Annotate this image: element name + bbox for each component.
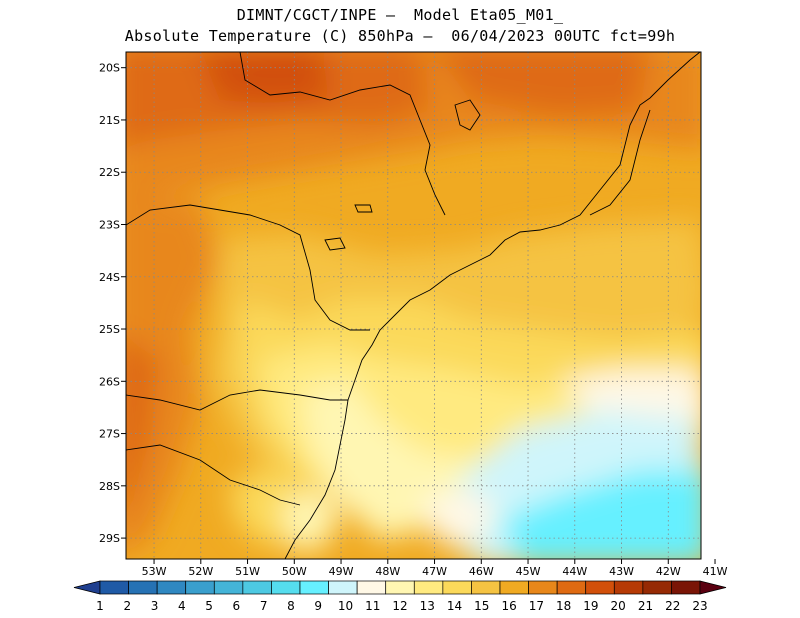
colorbar-label: 23 [692, 599, 707, 613]
lon-tick-label: 51W [235, 565, 260, 578]
lon-tick-label: 48W [375, 565, 400, 578]
colorbar-label: 12 [392, 599, 407, 613]
colorbar-box [156, 580, 187, 595]
colorbar-label: 10 [338, 599, 353, 613]
colorbar-label: 19 [583, 599, 598, 613]
colorbar-box [471, 580, 501, 595]
colorbar-label: 16 [501, 599, 516, 613]
lon-tick-label: 45W [516, 565, 541, 578]
colorbar-label: 11 [365, 599, 380, 613]
lat-tick-label: 25S [99, 323, 120, 336]
map-frame [125, 51, 702, 560]
colorbar-box [385, 580, 415, 595]
lon-tick-label: 41W [703, 565, 728, 578]
latitude-axis: 20S 21S 22S 23S 24S 25S 26S 27S 28S 29S [99, 62, 126, 545]
colorbar-box [99, 580, 129, 595]
colorbar-box [128, 580, 158, 595]
lat-tick-label: 27S [99, 428, 120, 441]
colorbar-arrow-right [699, 580, 727, 595]
colorbar-box [413, 580, 444, 595]
colorbar-label: 9 [314, 599, 322, 613]
colorbar-label: 5 [205, 599, 213, 613]
colorbar-box [499, 580, 529, 595]
lon-tick-label: 52W [188, 565, 213, 578]
longitude-axis: 53W 52W 51W 50W 49W 48W 47W 46W 45W 44W 43W 42W 41W [142, 559, 728, 578]
lat-tick-label: 24S [99, 271, 120, 284]
colorbar-label: 3 [151, 599, 159, 613]
colorbar-label: 2 [123, 599, 131, 613]
colorbar-box [528, 580, 558, 595]
lon-tick-label: 46W [469, 565, 494, 578]
lat-tick-label: 20S [99, 62, 120, 75]
colorbar-box [299, 580, 329, 595]
colorbar-label: 22 [665, 599, 680, 613]
colorbar-label: 4 [178, 599, 186, 613]
colorbar-box [642, 580, 672, 595]
graticule [126, 52, 701, 559]
coastline-and-borders [126, 52, 701, 559]
colorbar-box [328, 580, 358, 595]
lon-tick-label: 43W [609, 565, 634, 578]
colorbar-box [271, 580, 301, 595]
lat-tick-label: 23S [99, 218, 120, 231]
colorbar-label: 7 [260, 599, 268, 613]
colorbar-label: 6 [233, 599, 241, 613]
lat-tick-label: 26S [99, 375, 120, 388]
temperature-field [126, 52, 701, 559]
colorbar-box [242, 580, 272, 595]
lon-tick-label: 47W [422, 565, 447, 578]
colorbar-label: 1 [96, 599, 104, 613]
lon-tick-label: 49W [329, 565, 354, 578]
lat-tick-label: 28S [99, 480, 120, 493]
colorbar-box [556, 580, 587, 595]
colorbar-box [671, 580, 701, 595]
lon-tick-label: 50W [282, 565, 307, 578]
lat-tick-label: 29S [99, 532, 120, 545]
colorbar-label: 8 [287, 599, 295, 613]
colorbar-label: 18 [556, 599, 571, 613]
lat-tick-label: 21S [99, 114, 120, 127]
colorbar-label: 14 [447, 599, 462, 613]
colorbar-label: 21 [638, 599, 653, 613]
title-line-2: Absolute Temperature (C) 850hPa — 06/04/… [124, 27, 676, 45]
lat-tick-label: 22S [99, 166, 120, 179]
colorbar-label: 17 [529, 599, 544, 613]
colorbar-box [442, 580, 472, 595]
colorbar-label: 13 [420, 599, 435, 613]
lon-tick-label: 44W [562, 565, 587, 578]
colorbar-label: 20 [611, 599, 626, 613]
title-line-1: DIMNT/CGCT/INPE — Model Eta05_M01_ [236, 6, 564, 24]
colorbar: 1 2 3 4 5 6 7 8 9 10 11 12 13 14 15 16 17 18 19 20 21 22 23 [73, 580, 727, 613]
colorbar-box [585, 580, 615, 595]
colorbar-label: 15 [474, 599, 489, 613]
colorbar-box [613, 580, 644, 595]
colorbar-box [185, 580, 215, 595]
lon-tick-label: 42W [656, 565, 681, 578]
lon-tick-label: 53W [142, 565, 167, 578]
colorbar-box [213, 580, 244, 595]
colorbar-arrow-left [73, 580, 101, 595]
colorbar-box [356, 580, 387, 595]
